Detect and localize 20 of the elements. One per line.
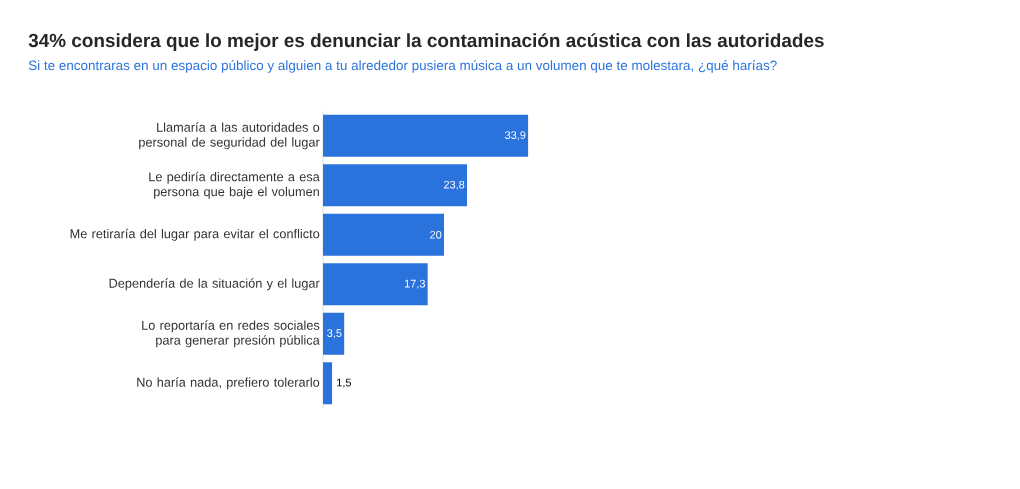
- data-label: 1,5: [337, 378, 352, 388]
- bar: [323, 263, 428, 306]
- data-label: 23,8: [444, 180, 465, 190]
- bar: [323, 164, 467, 207]
- bar: [323, 362, 333, 405]
- y-tick-label: Lo reportaría en redes sociales para generar presión pública: [142, 320, 320, 348]
- bar: [323, 114, 529, 157]
- y-tick-label: Dependería de la situación y el lugar: [109, 278, 320, 291]
- data-label: 17,3: [404, 279, 425, 289]
- bar: [323, 213, 444, 256]
- data-label: 3,5: [327, 329, 342, 339]
- chart-title: 34% considera que lo mejor es denunciar la contaminación acústica con las autoridades: [28, 33, 824, 51]
- y-tick-label: Me retiraría del lugar para evitar el conflicto: [70, 228, 320, 241]
- chart-subtitle: Si te encontraras en un espacio público y alguien a tu alrededor pusiera música a un volumen que te molestara, ¿qué harías?: [28, 60, 777, 73]
- y-tick-label: No haría nada, prefiero tolerarlo: [137, 377, 320, 390]
- data-label: 33,9: [504, 131, 526, 141]
- bar: [323, 312, 345, 355]
- y-tick-label: Llamaría a las autoridades o personal de seguridad del lugar: [139, 122, 320, 150]
- data-label: 20: [430, 230, 442, 239]
- y-tick-label: Le pediría directamente a esa persona que baje el volumen: [149, 171, 320, 199]
